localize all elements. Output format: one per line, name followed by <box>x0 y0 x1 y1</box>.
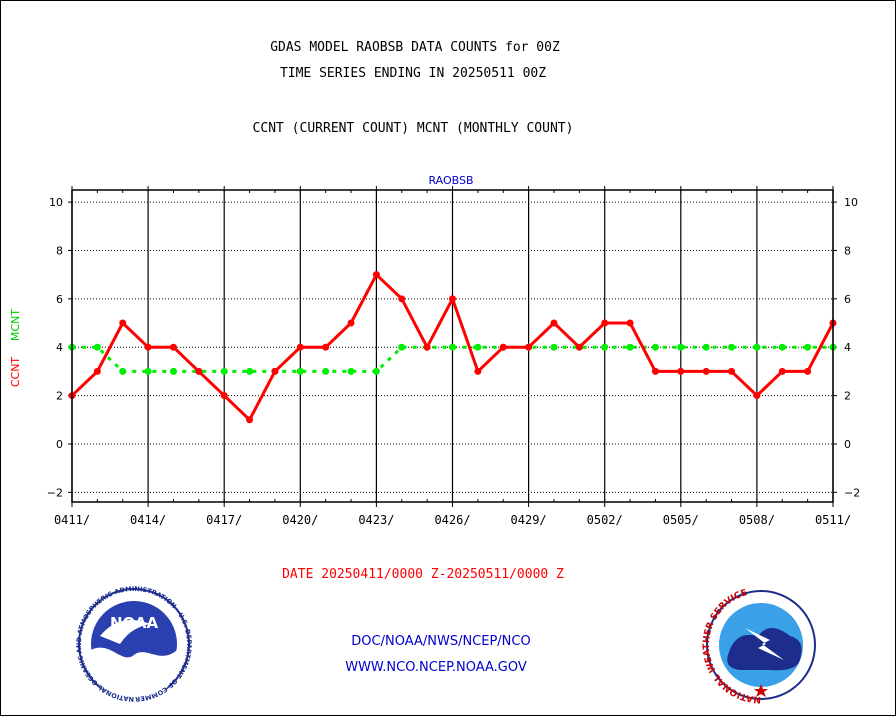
data-point-ccnt <box>93 367 101 375</box>
y-tick-label-right: 6 <box>844 293 851 306</box>
data-point-ccnt <box>626 319 634 327</box>
noaa-logo-icon: NOAA NATIONAL OCEANIC AND ATMOSPHERIC AD… <box>0 0 193 703</box>
data-point-ccnt <box>372 271 380 279</box>
y-tick-label-left: 8 <box>56 244 63 257</box>
data-point-ccnt <box>195 367 203 375</box>
data-point-ccnt <box>804 367 812 375</box>
data-point-ccnt <box>728 367 736 375</box>
data-point-ccnt <box>525 343 533 351</box>
data-point-mcnt <box>246 367 254 375</box>
x-tick-label: 0511/ <box>815 513 851 527</box>
data-point-mcnt <box>372 367 380 375</box>
data-point-ccnt <box>169 343 177 351</box>
x-tick-label: 0414/ <box>130 513 166 527</box>
x-tick-label: 0508/ <box>739 513 775 527</box>
data-point-ccnt <box>322 343 330 351</box>
data-point-mcnt <box>474 343 482 351</box>
x-tick-label: 0429/ <box>511 513 547 527</box>
data-point-ccnt <box>296 343 304 351</box>
data-point-ccnt <box>144 343 152 351</box>
x-tick-label: 0502/ <box>587 513 623 527</box>
y-tick-label-left: 0 <box>56 438 63 451</box>
data-point-ccnt <box>449 295 456 303</box>
website-link[interactable]: WWW.NCO.NCEP.NOAA.GOV <box>345 660 527 675</box>
data-point-mcnt <box>144 367 152 375</box>
data-point-ccnt <box>271 367 279 375</box>
data-point-ccnt <box>220 392 228 400</box>
data-point-mcnt <box>778 343 786 351</box>
data-point-ccnt <box>119 319 127 327</box>
data-point-mcnt <box>119 367 127 375</box>
org-label: DOC/NOAA/NWS/NCEP/NCO <box>351 634 530 649</box>
x-tick-label: 0411/ <box>54 513 90 527</box>
chart-title-line1: GDAS MODEL RAOBSB DATA COUNTS for 00Z <box>270 40 560 55</box>
x-tick-label: 0423/ <box>358 513 394 527</box>
plot-title: RAOBSB <box>428 174 473 187</box>
noaa-logo-text: NOAA <box>110 614 159 632</box>
x-tick-label: 0505/ <box>663 513 699 527</box>
data-point-mcnt <box>296 367 304 375</box>
y-axis-label-ccnt: CCNT <box>9 357 22 388</box>
svg-text:NATIONAL OCEANIC AND ATMOSPHER: NATIONAL OCEANIC AND ATMOSPHERIC ADMINIS… <box>0 0 193 703</box>
data-point-ccnt <box>398 295 406 303</box>
data-point-ccnt <box>499 343 507 351</box>
y-tick-label-left: 10 <box>49 196 63 209</box>
chart-title-line2: TIME SERIES ENDING IN 20250511 00Z <box>280 66 546 81</box>
data-point-mcnt <box>220 367 228 375</box>
data-point-ccnt <box>246 416 254 424</box>
data-point-mcnt <box>169 367 177 375</box>
data-point-ccnt <box>702 367 710 375</box>
date-range-label: DATE 20250411/0000 Z-20250511/0000 Z <box>282 567 564 582</box>
data-point-ccnt <box>753 392 761 400</box>
y-tick-label-right: 2 <box>844 390 851 403</box>
plot-border <box>71 189 834 503</box>
y-tick-label-right: 4 <box>844 341 851 354</box>
data-point-mcnt <box>601 343 609 351</box>
data-point-ccnt <box>601 319 609 327</box>
data-point-mcnt <box>449 343 456 351</box>
data-point-mcnt <box>677 343 685 351</box>
data-point-ccnt <box>474 367 482 375</box>
data-point-mcnt <box>322 367 330 375</box>
plot-axis-labels: −2 −2 0 0 2 2 4 4 6 6 8 8 10 10 0411/0414/0417/0420/04… <box>47 196 860 527</box>
y-tick-label-right: 0 <box>844 438 851 451</box>
data-point-mcnt <box>702 343 710 351</box>
x-tick-label: 0417/ <box>206 513 242 527</box>
data-point-mcnt <box>93 343 101 351</box>
y-tick-label-left: 2 <box>56 390 63 403</box>
data-point-mcnt <box>626 343 634 351</box>
data-point-mcnt <box>804 343 812 351</box>
data-point-mcnt <box>550 343 558 351</box>
data-point-ccnt <box>677 367 685 375</box>
data-point-ccnt <box>423 343 431 351</box>
data-point-mcnt <box>728 343 736 351</box>
plot-series <box>68 271 837 424</box>
chart-subtitle: CCNT (CURRENT COUNT) MCNT (MONTHLY COUNT… <box>253 121 574 136</box>
noaa-logo-ring-text: NATIONAL OCEANIC AND ATMOSPHERIC ADMINIS… <box>0 0 193 703</box>
data-point-mcnt <box>651 343 659 351</box>
y-tick-label-left: 4 <box>56 341 63 354</box>
y-tick-label-right: −2 <box>844 486 860 499</box>
data-point-mcnt <box>347 367 355 375</box>
x-tick-label: 0426/ <box>434 513 470 527</box>
x-tick-label: 0420/ <box>282 513 318 527</box>
y-axis-label-mcnt: MCNT <box>9 309 22 341</box>
y-tick-label-right: 10 <box>844 196 858 209</box>
data-point-ccnt <box>778 367 786 375</box>
nws-logo-icon: NATIONAL WEATHER SERVICE <box>702 588 816 704</box>
data-point-ccnt <box>651 367 659 375</box>
y-tick-label-right: 8 <box>844 244 851 257</box>
data-point-ccnt <box>575 343 583 351</box>
y-tick-label-left: 6 <box>56 293 63 306</box>
data-point-ccnt <box>347 319 355 327</box>
data-point-ccnt <box>550 319 558 327</box>
y-tick-label-left: −2 <box>47 486 63 499</box>
data-point-mcnt <box>753 343 761 351</box>
data-point-mcnt <box>398 343 406 351</box>
